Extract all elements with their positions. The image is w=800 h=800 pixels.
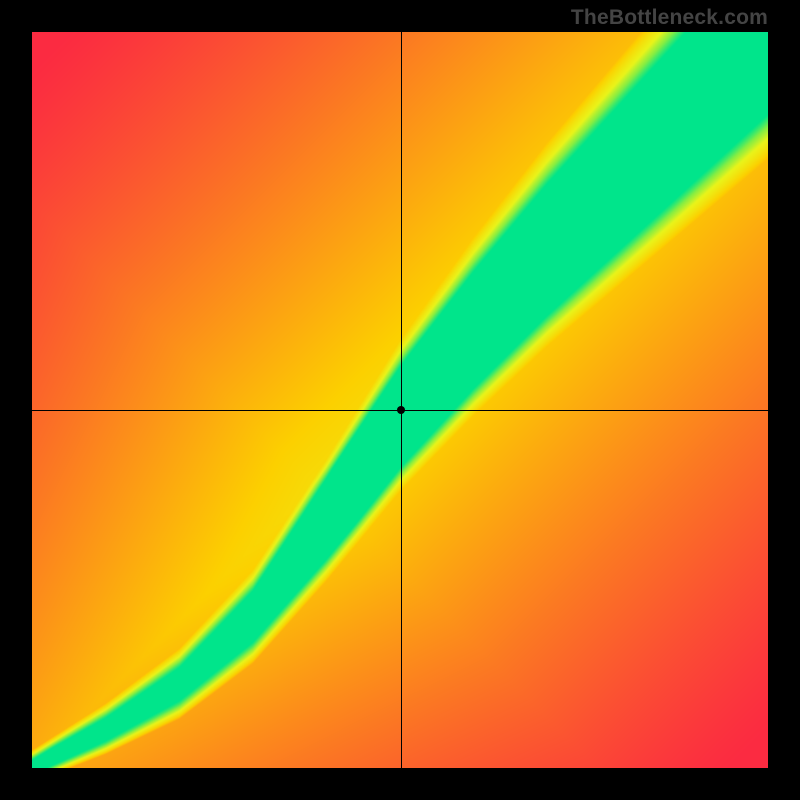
heatmap-canvas [32,32,768,768]
watermark-text: TheBottleneck.com [571,6,768,30]
plot-area [32,32,768,768]
chart-container: TheBottleneck.com [0,0,800,800]
marker-dot [397,406,405,414]
crosshair-vertical [401,32,402,768]
